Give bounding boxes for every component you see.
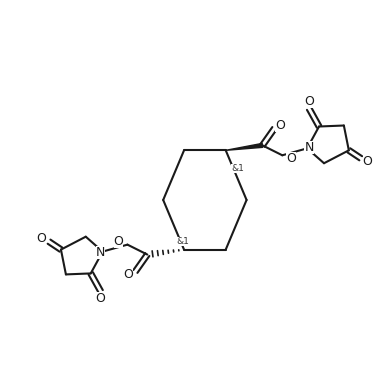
Text: O: O xyxy=(286,152,296,165)
Text: &1: &1 xyxy=(231,164,244,173)
Text: O: O xyxy=(114,235,124,248)
Text: O: O xyxy=(304,95,314,108)
Text: O: O xyxy=(276,119,285,132)
Polygon shape xyxy=(226,144,263,150)
Text: N: N xyxy=(304,141,314,154)
Text: &1: &1 xyxy=(177,237,190,246)
Text: O: O xyxy=(363,155,373,168)
Text: O: O xyxy=(36,232,46,245)
Text: O: O xyxy=(124,268,133,281)
Text: N: N xyxy=(96,246,105,259)
Text: O: O xyxy=(96,292,106,305)
